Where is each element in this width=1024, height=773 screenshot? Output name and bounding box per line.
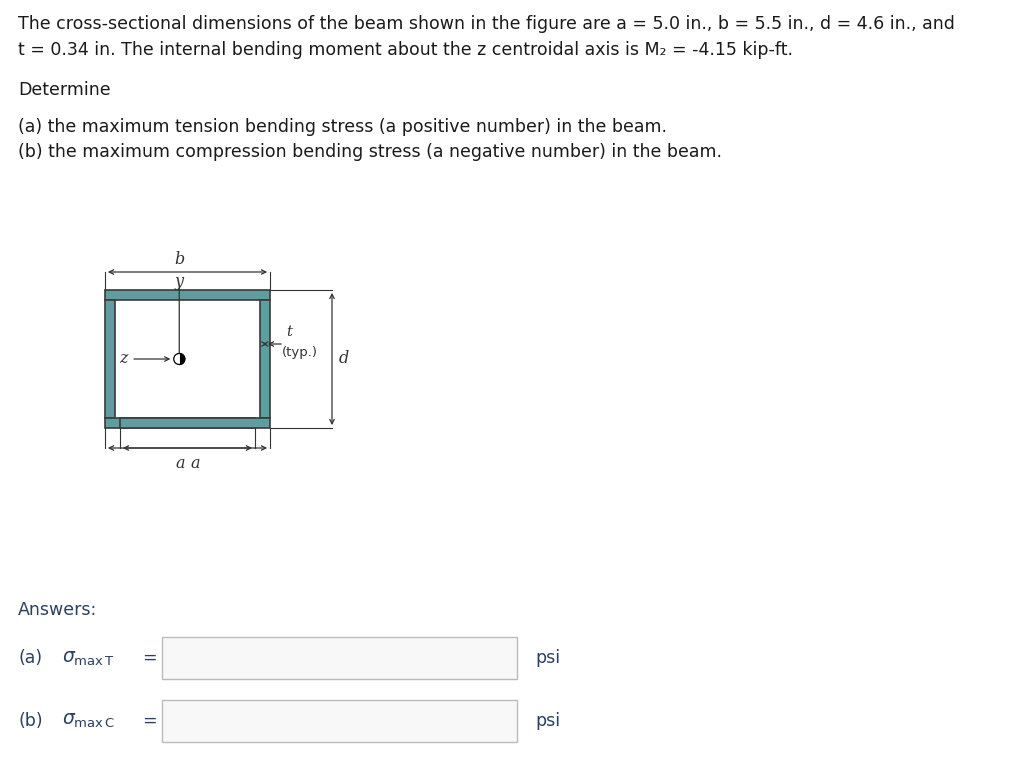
Text: a: a bbox=[175, 455, 184, 472]
Text: b: b bbox=[174, 251, 184, 268]
Text: t: t bbox=[286, 325, 292, 339]
Bar bbox=[162, 700, 517, 742]
Text: (a) the maximum tension bending stress (a positive number) in the beam.: (a) the maximum tension bending stress (… bbox=[18, 118, 667, 136]
Text: =: = bbox=[142, 712, 157, 730]
Text: (b): (b) bbox=[18, 712, 43, 730]
Text: psi: psi bbox=[535, 712, 560, 730]
Text: y: y bbox=[175, 273, 183, 290]
Text: a: a bbox=[190, 455, 200, 472]
Bar bbox=[105, 417, 255, 428]
Text: The cross-sectional dimensions of the beam shown in the figure are a = 5.0 in., : The cross-sectional dimensions of the be… bbox=[18, 15, 954, 33]
Bar bbox=[162, 637, 517, 679]
Text: z: z bbox=[119, 350, 127, 367]
Polygon shape bbox=[174, 353, 179, 365]
Polygon shape bbox=[179, 353, 184, 365]
Text: $\sigma_{\mathregular{max\,T}}$: $\sigma_{\mathregular{max\,T}}$ bbox=[62, 649, 115, 668]
Text: $\sigma_{\mathregular{max\,C}}$: $\sigma_{\mathregular{max\,C}}$ bbox=[62, 711, 115, 730]
Text: Determine: Determine bbox=[18, 81, 111, 99]
Bar bbox=[105, 290, 270, 300]
Text: (typ.): (typ.) bbox=[282, 346, 318, 359]
Bar bbox=[260, 300, 270, 417]
Text: t = 0.34 in. The internal bending moment about the z centroidal axis is M₂ = -4.: t = 0.34 in. The internal bending moment… bbox=[18, 41, 793, 59]
Text: (a): (a) bbox=[18, 649, 42, 667]
Text: d: d bbox=[339, 350, 349, 367]
Text: Answers:: Answers: bbox=[18, 601, 97, 619]
Bar bbox=[120, 417, 270, 428]
Text: (b) the maximum compression bending stress (a negative number) in the beam.: (b) the maximum compression bending stre… bbox=[18, 143, 722, 161]
Text: =: = bbox=[142, 649, 157, 667]
Bar bbox=[105, 300, 116, 417]
Text: psi: psi bbox=[535, 649, 560, 667]
